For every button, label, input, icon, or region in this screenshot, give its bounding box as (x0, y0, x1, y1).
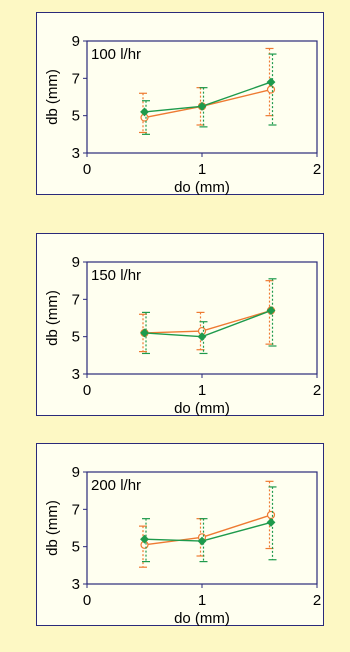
chart-200-svg: 3 5 7 9 0 1 2 do (mm) db (mm) 200 l/hr (44, 464, 321, 627)
x-axis-label: do (mm) (174, 610, 230, 627)
y-axis-label: db (mm) (44, 290, 61, 346)
series-line (144, 521, 272, 542)
data-point (266, 510, 276, 520)
y-tick-label: 9 (72, 254, 80, 271)
series-line (144, 81, 272, 113)
y-tick-label: 5 (72, 329, 80, 346)
x-tick-label: 0 (83, 161, 91, 178)
flow-rate-annotation: 200 l/hr (91, 477, 141, 494)
x-tick-label: 1 (198, 592, 206, 609)
chart-100-svg: 3 5 7 9 0 1 2 do (mm) db (mm) 100 l/hr (44, 33, 321, 196)
y-axis-label: db (mm) (44, 500, 61, 556)
y-tick-label: 3 (72, 145, 80, 162)
x-tick-label: 1 (198, 161, 206, 178)
chart-panel-200: 3 5 7 9 0 1 2 do (mm) db (mm) 200 l/hr (36, 443, 324, 627)
flow-rate-annotation: 100 l/hr (91, 46, 141, 63)
y-tick-label: 5 (72, 108, 80, 125)
y-tick-label: 3 (72, 366, 80, 383)
data-point (140, 328, 149, 338)
y-tick-label: 7 (72, 70, 80, 87)
data-point (140, 534, 149, 544)
y-tick-label: 9 (72, 33, 80, 50)
y-tick-label: 3 (72, 576, 80, 593)
data-point (197, 101, 207, 111)
series-line (144, 309, 272, 334)
chart-panel-150: 3 5 7 9 0 1 2 do (mm) db (mm) 150 l/hr (36, 233, 324, 417)
x-axis-label: do (mm) (174, 400, 230, 417)
chart-panel-100: 3 5 7 9 0 1 2 do (mm) db (mm) 100 l/hr (36, 12, 324, 196)
x-tick-label: 0 (83, 592, 91, 609)
x-axis-label: do (mm) (174, 179, 230, 196)
data-point (266, 77, 276, 87)
chart-150-svg: 3 5 7 9 0 1 2 do (mm) db (mm) 150 l/hr (44, 254, 321, 417)
x-tick-label: 0 (83, 382, 91, 399)
data-point (197, 332, 207, 342)
x-tick-label: 2 (313, 592, 321, 609)
series-line (144, 88, 272, 119)
data-point (266, 85, 276, 94)
x-tick-label: 1 (198, 382, 206, 399)
data-point (266, 306, 276, 315)
y-tick-label: 5 (72, 539, 80, 556)
data-point (197, 536, 207, 546)
data-point (140, 107, 149, 117)
y-tick-label: 7 (72, 291, 80, 308)
x-tick-label: 2 (313, 382, 321, 399)
y-axis-label: db (mm) (44, 69, 61, 125)
y-tick-label: 7 (72, 501, 80, 518)
flow-rate-annotation: 150 l/hr (91, 267, 141, 284)
data-point (266, 517, 276, 527)
x-tick-label: 2 (313, 161, 321, 178)
y-tick-label: 9 (72, 464, 80, 481)
